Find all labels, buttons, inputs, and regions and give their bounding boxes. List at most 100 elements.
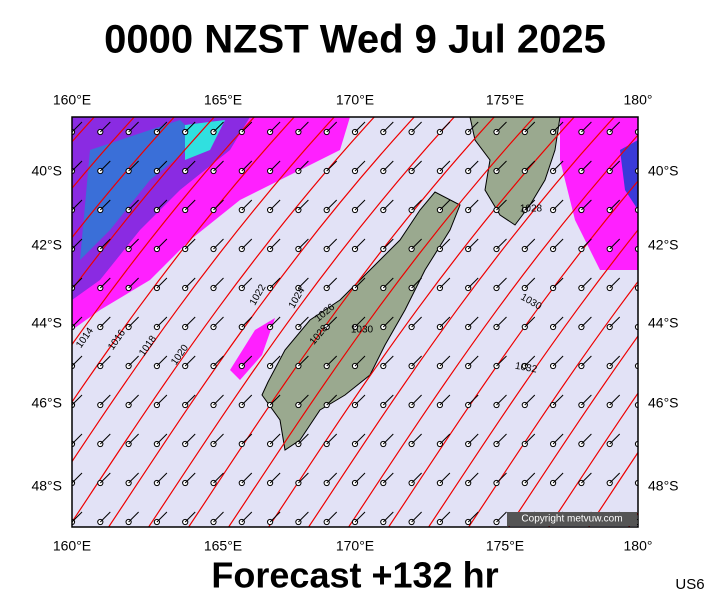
barb [552,121,564,133]
barb [411,472,422,484]
barb [326,433,338,445]
barb [99,316,111,328]
barb [156,355,168,367]
barb [637,209,638,210]
isobar [72,117,256,346]
barb [213,394,224,406]
isobar [387,180,638,527]
barb [581,394,592,406]
barb [156,199,168,211]
barb [411,121,422,133]
latitude-label: 46°S [648,395,679,411]
barb [524,472,536,484]
barb [439,160,451,172]
barb [637,521,638,522]
barb [524,160,536,172]
barb [213,277,224,289]
isobar-label: 1028 [520,204,543,215]
barb [184,160,196,172]
barb [467,238,479,250]
barb [269,121,281,133]
barb [99,238,111,250]
barb [213,160,224,172]
barb [496,433,507,445]
forecast-label: Forecast +132 hr [211,555,498,596]
isobar [187,117,496,527]
barb [184,277,196,289]
barb [72,160,83,172]
barb [467,511,479,523]
map-area [72,117,638,527]
barb [298,277,309,289]
latitude-label: 48°S [648,478,679,494]
latitude-label: 44°S [31,315,62,331]
barb [241,277,253,289]
barb [326,511,338,523]
barb [269,511,281,523]
barb [354,238,366,250]
latitude-label: 44°S [648,315,679,331]
barb [128,355,139,367]
latitude-label: 42°S [648,237,679,253]
barb [269,199,281,211]
barb [581,355,592,367]
barb [128,433,139,445]
barb [581,199,592,211]
barb [326,160,338,172]
barb [298,433,309,445]
barb [156,472,168,484]
barb [298,160,309,172]
barb [439,316,451,328]
barb [411,355,422,367]
barb [552,472,564,484]
barb [156,277,168,289]
barb [637,326,638,327]
barb [99,394,111,406]
barb [298,472,309,484]
barb [326,394,338,406]
isobar-label: 1030 [351,325,374,336]
barb [72,472,83,484]
isobar [72,117,296,404]
barb [269,433,281,445]
barb [128,160,139,172]
copyright: Copyright metvuw.com [521,514,622,525]
barb [467,199,479,211]
longitude-label: 180° [624,538,653,554]
barb [326,277,338,289]
longitude-label: 180° [624,92,653,108]
barb [496,316,507,328]
code-label: US6 [675,576,704,593]
barb [128,238,139,250]
barb [552,199,564,211]
barb [156,160,168,172]
longitude-label: 170°E [336,92,374,108]
barb [581,160,592,172]
barb [552,238,564,250]
barb [184,121,196,133]
barb [609,355,621,367]
barb [439,199,451,211]
barb [72,316,83,328]
barb [269,472,281,484]
isobar [72,117,136,190]
longitude-label: 165°E [204,538,242,554]
barb [609,316,621,328]
axis-labels: 160°E 160°E 165°E 165°E 170°E 170°E 175°E 175°E… [31,92,678,554]
barb [326,355,338,367]
barb [298,199,309,211]
barb [382,160,394,172]
barb [354,316,366,328]
barb [241,160,253,172]
barb [354,433,366,445]
barb [524,394,536,406]
isobar [227,117,536,527]
barb [637,287,638,288]
barb [496,199,507,211]
isobar [587,451,638,527]
barb [184,355,196,367]
barb [72,199,83,211]
barb [72,355,83,367]
barb [241,394,253,406]
isobar [72,117,336,463]
